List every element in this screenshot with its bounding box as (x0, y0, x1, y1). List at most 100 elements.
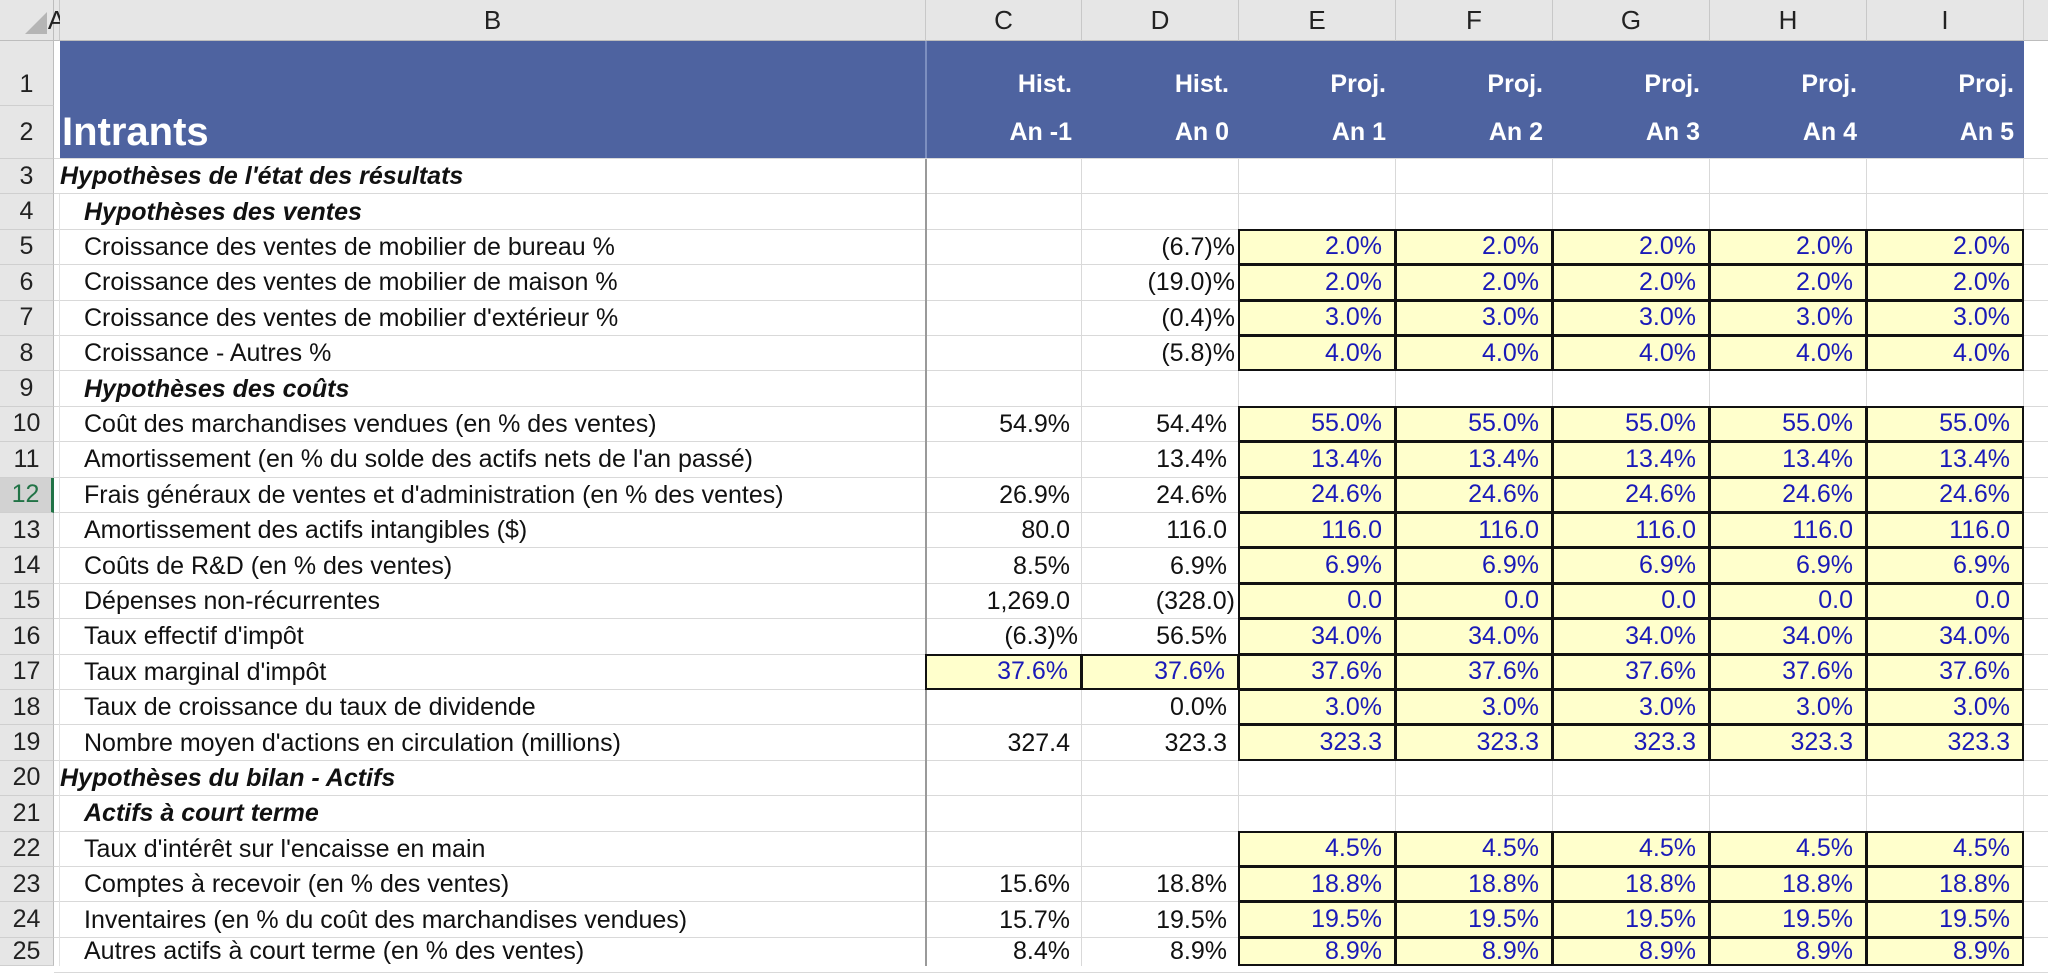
row-header-16[interactable]: 16 (0, 619, 54, 655)
cell-d12[interactable]: 24.6% (1156, 480, 1227, 509)
input-cell-i10[interactable]: 55.0% (1866, 405, 2024, 443)
input-cell-h17[interactable]: 37.6% (1709, 653, 1867, 690)
input-cell-g11[interactable]: 13.4% (1552, 441, 1710, 478)
row-header-7[interactable]: 7 (0, 300, 54, 336)
input-cell-h23[interactable]: 18.8% (1709, 866, 1867, 903)
input-cell-e24[interactable]: 19.5% (1238, 901, 1396, 938)
input-cell-f24[interactable]: 19.5% (1395, 901, 1553, 938)
row-label[interactable]: Inventaires (en % du coût des marchandis… (84, 905, 688, 934)
input-cell-f7[interactable]: 3.0% (1395, 299, 1553, 336)
input-cell-h11[interactable]: 13.4% (1709, 441, 1867, 478)
input-cell-g17[interactable]: 37.6% (1552, 653, 1710, 690)
input-cell-e15[interactable]: 0.0 (1238, 582, 1396, 620)
input-cell-f25[interactable]: 8.9% (1395, 936, 1553, 966)
input-cell-h6[interactable]: 2.0% (1709, 264, 1867, 301)
input-cell-f14[interactable]: 6.9% (1395, 547, 1553, 584)
row-header-17[interactable]: 17 (0, 654, 54, 690)
cell-c13[interactable]: 80.0 (1021, 516, 1070, 545)
input-cell-e12[interactable]: 24.6% (1238, 476, 1396, 513)
input-cell-i16[interactable]: 34.0% (1866, 618, 2024, 655)
input-cell-i11[interactable]: 13.4% (1866, 441, 2024, 478)
cell-d7[interactable]: (0.4)% (1161, 303, 1235, 332)
input-cell-g10[interactable]: 55.0% (1552, 405, 1710, 443)
cell-d10[interactable]: 54.4% (1156, 409, 1227, 438)
input-cell-f19[interactable]: 323.3 (1395, 724, 1553, 761)
input-cell-i6[interactable]: 2.0% (1866, 264, 2024, 301)
input-cell-h12[interactable]: 24.6% (1709, 476, 1867, 513)
input-cell-f6[interactable]: 2.0% (1395, 264, 1553, 301)
row-label[interactable]: Coûts de R&D (en % des ventes) (84, 551, 453, 580)
row-header-11[interactable]: 11 (0, 442, 54, 478)
input-cell-h14[interactable]: 6.9% (1709, 547, 1867, 584)
input-cell-e22[interactable]: 4.5% (1238, 830, 1396, 867)
row-label[interactable]: Taux d'intérêt sur l'encaisse en main (84, 834, 486, 863)
column-header-e[interactable]: E (1239, 0, 1396, 41)
cell-d5[interactable]: (6.7)% (1161, 232, 1235, 261)
column-header-j[interactable] (2024, 0, 2048, 41)
input-cell-e25[interactable]: 8.9% (1238, 936, 1396, 966)
row-header-13[interactable]: 13 (0, 513, 54, 549)
input-cell-c17[interactable]: 37.6% (925, 653, 1082, 690)
input-cell-h19[interactable]: 323.3 (1709, 724, 1867, 761)
input-cell-e13[interactable]: 116.0 (1238, 512, 1396, 549)
input-cell-i18[interactable]: 3.0% (1866, 689, 2024, 726)
input-cell-g18[interactable]: 3.0% (1552, 689, 1710, 726)
input-cell-e10[interactable]: 55.0% (1238, 405, 1396, 443)
input-cell-f18[interactable]: 3.0% (1395, 689, 1553, 726)
column-header-f[interactable]: F (1396, 0, 1553, 41)
cell-d13[interactable]: 116.0 (1166, 516, 1227, 545)
cell-d14[interactable]: 6.9% (1170, 551, 1227, 580)
input-cell-g12[interactable]: 24.6% (1552, 476, 1710, 513)
row-header-9[interactable]: 9 (0, 371, 54, 407)
input-cell-f13[interactable]: 116.0 (1395, 512, 1553, 549)
cell-c19[interactable]: 327.4 (1007, 728, 1070, 757)
input-cell-i7[interactable]: 3.0% (1866, 299, 2024, 336)
row-header-15[interactable]: 15 (0, 583, 54, 620)
cell-c23[interactable]: 15.6% (999, 870, 1070, 899)
cell-c10[interactable]: 54.9% (999, 409, 1070, 438)
input-cell-f12[interactable]: 24.6% (1395, 476, 1553, 513)
cell-c16[interactable]: (6.3)% (1004, 622, 1078, 651)
input-cell-i8[interactable]: 4.0% (1866, 335, 2024, 372)
input-cell-f11[interactable]: 13.4% (1395, 441, 1553, 478)
input-cell-h22[interactable]: 4.5% (1709, 830, 1867, 867)
column-header-d[interactable]: D (1082, 0, 1239, 41)
row-header-18[interactable]: 18 (0, 690, 54, 726)
input-cell-h7[interactable]: 3.0% (1709, 299, 1867, 336)
row-header-20[interactable]: 20 (0, 760, 54, 797)
row-label[interactable]: Amortissement des actifs intangibles ($) (84, 516, 528, 545)
input-cell-i23[interactable]: 18.8% (1866, 866, 2024, 903)
section-heading[interactable]: Hypothèses de l'état des résultats (60, 162, 464, 191)
input-cell-h25[interactable]: 8.9% (1709, 936, 1867, 966)
input-cell-g5[interactable]: 2.0% (1552, 228, 1710, 266)
cell-d16[interactable]: 56.5% (1156, 622, 1227, 651)
input-cell-h5[interactable]: 2.0% (1709, 228, 1867, 266)
row-header-19[interactable]: 19 (0, 725, 54, 761)
row-label[interactable]: Amortissement (en % du solde des actifs … (84, 445, 753, 474)
row-header-3[interactable]: 3 (0, 159, 54, 195)
input-cell-e11[interactable]: 13.4% (1238, 441, 1396, 478)
input-cell-h8[interactable]: 4.0% (1709, 335, 1867, 372)
row-header-21[interactable]: 21 (0, 796, 54, 832)
section-heading[interactable]: Hypothèses des ventes (84, 197, 362, 226)
input-cell-f22[interactable]: 4.5% (1395, 830, 1553, 867)
column-header-c[interactable]: C (926, 0, 1082, 41)
input-cell-g22[interactable]: 4.5% (1552, 830, 1710, 867)
cell-d11[interactable]: 13.4% (1156, 445, 1227, 474)
row-label[interactable]: Croissance des ventes de mobilier d'exté… (84, 303, 619, 332)
input-cell-e17[interactable]: 37.6% (1238, 653, 1396, 690)
input-cell-f8[interactable]: 4.0% (1395, 335, 1553, 372)
input-cell-h13[interactable]: 116.0 (1709, 512, 1867, 549)
input-cell-e5[interactable]: 2.0% (1238, 228, 1396, 266)
input-cell-e16[interactable]: 34.0% (1238, 618, 1396, 655)
row-header-8[interactable]: 8 (0, 336, 54, 372)
input-cell-g15[interactable]: 0.0 (1552, 582, 1710, 620)
section-heading[interactable]: Hypothèses des coûts (84, 374, 350, 403)
input-cell-g14[interactable]: 6.9% (1552, 547, 1710, 584)
cell-c14[interactable]: 8.5% (1013, 551, 1070, 580)
section-heading[interactable]: Actifs à court terme (84, 799, 319, 828)
row-label[interactable]: Croissance des ventes de mobilier de mai… (84, 268, 618, 297)
input-cell-i22[interactable]: 4.5% (1866, 830, 2024, 867)
input-cell-f23[interactable]: 18.8% (1395, 866, 1553, 903)
